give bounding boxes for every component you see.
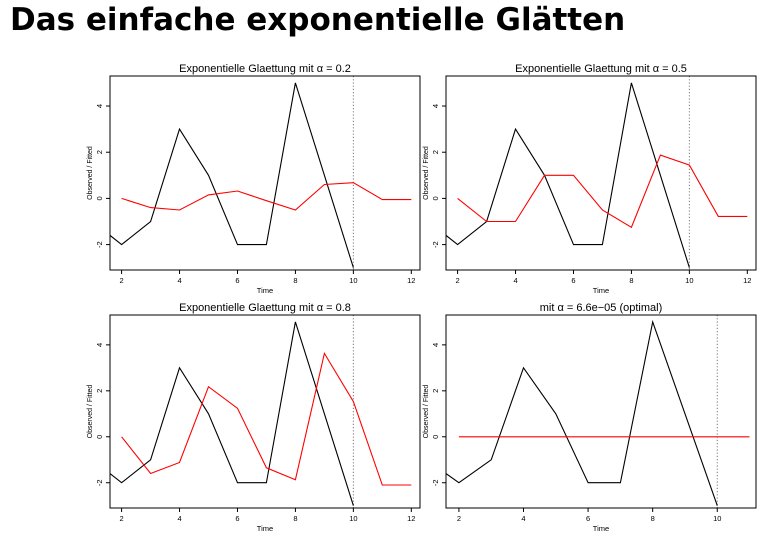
chart-3-x-tick-label: 8 bbox=[293, 514, 297, 523]
chart-4-y-tick-label: -2 bbox=[431, 479, 440, 486]
chart-3-x-tick-label: 2 bbox=[120, 514, 124, 523]
chart-2-x-axis-label: Time bbox=[593, 286, 609, 295]
chart-4-frame bbox=[445, 314, 757, 509]
chart-4-y-tick-label: 0 bbox=[431, 435, 440, 439]
chart-1-y-tick-label: 4 bbox=[95, 104, 104, 108]
chart-3-title: Exponentielle Glaettung mit α = 0.8 bbox=[179, 302, 351, 314]
chart-2-x-tick-label: 2 bbox=[456, 276, 460, 285]
chart-2-x-tick-label: 6 bbox=[571, 276, 575, 285]
chart-1-y-axis-label: Observed / Fitted bbox=[87, 146, 94, 200]
chart-4-y-tick-label: 2 bbox=[431, 389, 440, 393]
chart-4-x-axis-label: Time bbox=[593, 524, 609, 533]
slide-title: Das einfache exponentielle Glätten bbox=[10, 2, 626, 38]
chart-panel-4: mit α = 6.6e−05 (optimal) 2 4 6 8 10 Time -2 0 2 4… bbox=[423, 302, 757, 533]
chart-1-title: Exponentielle Glaettung mit α = 0.2 bbox=[179, 63, 351, 75]
chart-3-x-axis: 2 4 6 8 10 12 Time bbox=[120, 507, 415, 533]
chart-1-y-tick-label: -2 bbox=[95, 241, 104, 248]
chart-4-y-axis-label: Observed / Fitted bbox=[423, 385, 430, 439]
chart-1-y-tick-label: 2 bbox=[95, 150, 104, 154]
chart-2-y-axis-label: Observed / Fitted bbox=[423, 146, 430, 200]
chart-2-x-tick-label: 4 bbox=[513, 276, 517, 285]
chart-2-frame bbox=[445, 75, 757, 271]
chart-1-y-tick-label: 0 bbox=[95, 196, 104, 200]
chart-panel-1: Exponentielle Glaettung mit α = 0.2 2 4 6 8 1… bbox=[87, 63, 421, 295]
chart-4-x-tick-label: 4 bbox=[521, 514, 525, 523]
chart-2-y-tick-label: 2 bbox=[431, 150, 440, 154]
chart-3-observed-line bbox=[110, 321, 354, 506]
chart-panel-3: Exponentielle Glaettung mit α = 0.8 2 4 6 8 1… bbox=[87, 302, 421, 533]
chart-3-x-axis-label: Time bbox=[257, 524, 273, 533]
chart-4-observed-line bbox=[446, 319, 718, 506]
chart-3-y-tick-label: -2 bbox=[95, 479, 104, 486]
chart-3-x-tick-label: 6 bbox=[235, 514, 239, 523]
chart-2-y-tick-label: 4 bbox=[431, 104, 440, 108]
chart-4-x-axis: 2 4 6 8 10 Time bbox=[457, 507, 721, 533]
chart-1-x-tick-label: 12 bbox=[407, 276, 415, 285]
chart-1-y-axis: -2 0 2 4 Observed / Fitted bbox=[87, 104, 111, 248]
chart-2-y-tick-label: -2 bbox=[431, 241, 440, 248]
chart-3-frame bbox=[109, 314, 421, 509]
chart-4-x-tick-label: 2 bbox=[457, 514, 461, 523]
chart-3-y-tick-label: 0 bbox=[95, 435, 104, 439]
chart-2-observed-line bbox=[446, 82, 690, 268]
chart-2-x-tick-label: 8 bbox=[629, 276, 633, 285]
chart-panel-2: Exponentielle Glaettung mit α = 0.5 2 4 6 8 1… bbox=[423, 63, 757, 295]
chart-4-y-tick-label: 4 bbox=[431, 343, 440, 347]
chart-1-x-tick-label: 8 bbox=[293, 276, 297, 285]
chart-2-x-tick-label: 12 bbox=[743, 276, 751, 285]
chart-3-x-tick-label: 12 bbox=[407, 514, 415, 523]
chart-3-x-tick-label: 10 bbox=[349, 514, 357, 523]
chart-3-y-tick-label: 2 bbox=[95, 389, 104, 393]
chart-2-fitted-line bbox=[457, 154, 748, 229]
chart-3-y-axis-label: Observed / Fitted bbox=[87, 385, 94, 439]
chart-1-x-tick-label: 6 bbox=[235, 276, 239, 285]
chart-1-observed-line bbox=[110, 82, 354, 268]
chart-4-title: mit α = 6.6e−05 (optimal) bbox=[540, 302, 663, 314]
chart-1-fitted-line bbox=[121, 182, 412, 211]
chart-3-y-tick-label: 4 bbox=[95, 343, 104, 347]
chart-2-y-tick-label: 0 bbox=[431, 196, 440, 200]
chart-4-x-tick-label: 8 bbox=[651, 514, 655, 523]
chart-1-x-tick-label: 2 bbox=[120, 276, 124, 285]
chart-4-x-tick-label: 6 bbox=[586, 514, 590, 523]
chart-1-frame bbox=[109, 75, 421, 271]
chart-2-x-axis: 2 4 6 8 10 12 Time bbox=[456, 269, 751, 295]
chart-1-x-axis-label: Time bbox=[257, 286, 273, 295]
chart-4-y-axis: -2 0 2 4 Observed / Fitted bbox=[423, 343, 447, 486]
chart-3-fitted-line bbox=[121, 351, 412, 486]
chart-2-x-tick-label: 10 bbox=[685, 276, 693, 285]
chart-3-y-axis: -2 0 2 4 Observed / Fitted bbox=[87, 343, 111, 486]
chart-3-x-tick-label: 4 bbox=[177, 514, 181, 523]
chart-1-x-tick-label: 4 bbox=[177, 276, 181, 285]
chart-2-y-axis: -2 0 2 4 Observed / Fitted bbox=[423, 104, 447, 248]
chart-1-x-tick-label: 10 bbox=[349, 276, 357, 285]
chart-1-x-axis: 2 4 6 8 10 12 Time bbox=[120, 269, 415, 295]
chart-4-x-tick-label: 10 bbox=[713, 514, 721, 523]
chart-2-title: Exponentielle Glaettung mit α = 0.5 bbox=[515, 63, 687, 75]
